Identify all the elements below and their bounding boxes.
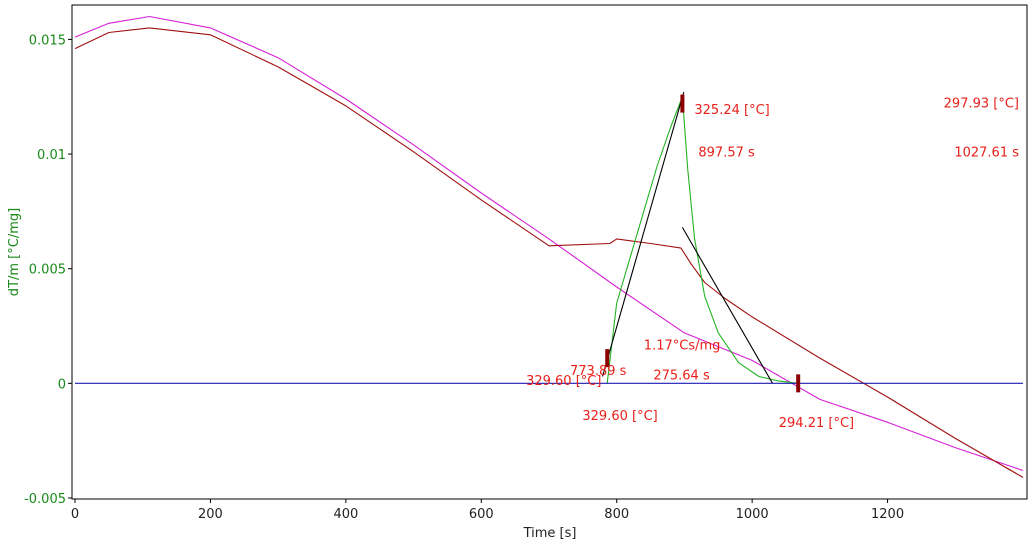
series-line-black bbox=[681, 227, 773, 384]
y-tick-label: 0.015 bbox=[29, 33, 66, 48]
peak-markers bbox=[605, 94, 801, 393]
x-tick-label: 0 bbox=[71, 507, 79, 522]
annotation-label: 329.60 [°C] bbox=[582, 409, 657, 424]
x-tick-label: 200 bbox=[198, 507, 223, 522]
peak-marker bbox=[680, 94, 685, 113]
peak-marker bbox=[605, 349, 610, 368]
annotation-label: 294.21 [°C] bbox=[779, 416, 854, 431]
annotation-label: 329.60 [°C] bbox=[526, 374, 601, 389]
y-axis-ticks: -0.005 0 0.005 0.01 0.015 bbox=[24, 33, 72, 507]
x-tick-label: 600 bbox=[469, 507, 494, 522]
annotation-label: 773.89 s bbox=[570, 364, 627, 379]
x-tick-label: 1000 bbox=[736, 507, 769, 522]
annotation-label: 1.17°Cs/mg bbox=[644, 339, 721, 354]
annotation-label: 275.64 s bbox=[653, 368, 710, 383]
x-tick-label: 1200 bbox=[871, 507, 904, 522]
series-lines bbox=[74, 15, 1024, 478]
y-tick-label: 0 bbox=[58, 377, 66, 392]
x-axis-ticks: 0 200 400 600 800 1000 1200 bbox=[71, 499, 904, 522]
y-axis-label: dT/m [°C/mg] bbox=[7, 208, 22, 296]
y-tick-label: 0.01 bbox=[37, 148, 66, 163]
annotation-label: 297.93 [°C] bbox=[944, 96, 1019, 111]
annotation-label: 325.24 [°C] bbox=[694, 103, 769, 118]
plot-frame bbox=[71, 4, 1028, 500]
x-tick-label: 800 bbox=[604, 507, 629, 522]
y-tick-label: 0.005 bbox=[29, 263, 66, 278]
y-tick-label: -0.005 bbox=[24, 492, 66, 507]
series-line-darkred bbox=[74, 27, 1024, 478]
annotation-label: 1027.61 s bbox=[954, 146, 1019, 161]
x-tick-label: 400 bbox=[333, 507, 358, 522]
series-line-magenta bbox=[74, 15, 1024, 472]
series-line-black bbox=[601, 91, 685, 377]
annotation-label: 897.57 s bbox=[698, 146, 755, 161]
peak-marker bbox=[796, 374, 801, 393]
series-line-green bbox=[606, 96, 799, 384]
x-axis-label: Time [s] bbox=[523, 526, 577, 541]
annotations: 325.24 [°C] 897.57 s 297.93 [°C] 1027.61 s 1… bbox=[526, 96, 1019, 431]
